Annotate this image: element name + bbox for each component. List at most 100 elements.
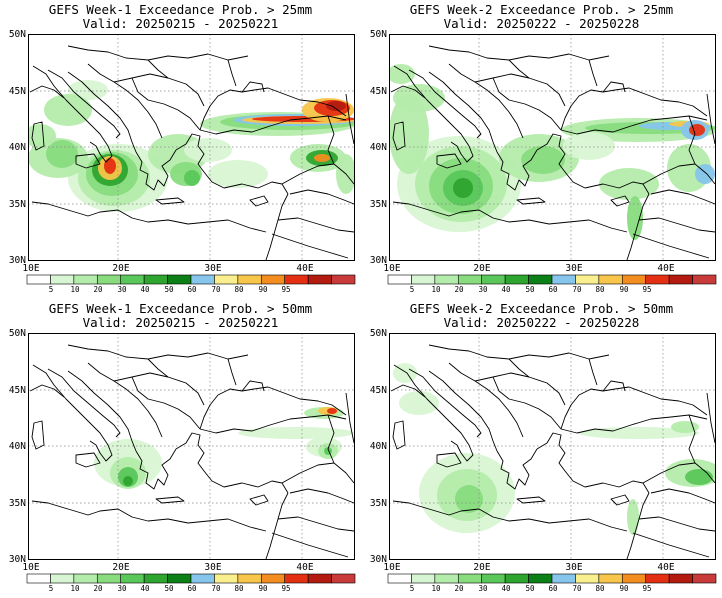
lon-label: 10E [22, 562, 40, 573]
colorbar-label: 40 [501, 285, 511, 294]
coastline [345, 93, 355, 145]
coastline [560, 414, 708, 434]
lon-label: 40E [657, 263, 675, 274]
coastline [32, 65, 113, 163]
colorbar-swatch [143, 274, 168, 285]
coastline [249, 494, 269, 506]
coastline [392, 201, 628, 233]
coastline [345, 392, 355, 444]
colorbar-swatch [284, 573, 309, 584]
coastline [638, 217, 716, 233]
coastline [393, 364, 474, 462]
colorbar-swatch [457, 573, 483, 584]
colorbar-swatch [143, 573, 168, 584]
colorbar-label: 10 [70, 584, 80, 593]
colorbar-label: 95 [281, 285, 291, 294]
colorbar-swatch [387, 274, 412, 285]
probability-contour [579, 427, 699, 439]
coastline [496, 448, 538, 490]
colorbar-label: 10 [70, 285, 80, 294]
colorbar-label: 30 [478, 285, 488, 294]
probability-contour [563, 132, 615, 160]
colorbar-label: 70 [572, 285, 582, 294]
coastline [393, 65, 474, 163]
coastline [602, 81, 626, 93]
colorbar-label: 60 [548, 584, 558, 593]
coastline [560, 87, 708, 131]
coastline [249, 195, 269, 207]
coastline [428, 71, 498, 153]
panel-valid-dates: Valid: 20250222 - 20250228 [443, 16, 640, 31]
coastline [448, 63, 524, 139]
colorbar-label: 95 [281, 584, 291, 593]
panel-week1-25mm: GEFS Week-1 Exceedance Prob. > 25mm Vali… [0, 0, 361, 299]
coastline [199, 115, 347, 135]
coastline [67, 45, 249, 61]
coastline [289, 488, 355, 504]
colorbar-swatch [645, 573, 670, 584]
coastline [155, 197, 185, 205]
coastline [199, 414, 347, 434]
coastline [516, 197, 546, 205]
colorbar-label: 20 [454, 285, 464, 294]
coastline [508, 358, 530, 378]
colorbar-label: 50 [164, 584, 174, 593]
coastline [175, 133, 225, 189]
lon-label: 10E [383, 263, 401, 274]
lon-label: 30E [204, 263, 222, 274]
lat-label: 30N [8, 255, 26, 266]
coastline [327, 115, 355, 185]
colorbar-swatch [621, 573, 647, 584]
coastline [31, 500, 267, 532]
coastline [392, 420, 406, 450]
colorbar-label: 50 [525, 584, 535, 593]
colorbar-swatch [692, 573, 717, 584]
colorbar-swatch [621, 274, 647, 285]
colorbar-label: 40 [140, 584, 150, 593]
lat-label: 45N [8, 385, 26, 396]
lat-label: 40N [8, 441, 26, 452]
coastline [408, 368, 482, 438]
coastline [281, 163, 335, 185]
lat-label: 40N [8, 142, 26, 153]
coastline [67, 344, 249, 360]
colorbar-label: 60 [187, 584, 197, 593]
colorbar-label: 10 [431, 285, 441, 294]
colorbar-swatch [575, 573, 600, 584]
lon-label: 20E [473, 562, 491, 573]
colorbar-swatch [645, 274, 670, 285]
colorbar-label: 30 [478, 584, 488, 593]
colorbar-swatch [50, 274, 75, 285]
coastline [241, 81, 265, 93]
lon-label: 20E [473, 263, 491, 274]
colorbar-swatch [26, 274, 51, 285]
coastline [492, 77, 562, 131]
lon-label: 20E [112, 562, 130, 573]
coastline [496, 149, 538, 191]
panel-title: GEFS Week-1 Exceedance Prob. > 50mm [48, 301, 313, 316]
colorbar-label: 70 [211, 584, 221, 593]
colorbar-swatch [528, 573, 553, 584]
probability-contour [389, 64, 415, 84]
colorbar-swatch [457, 274, 483, 285]
probability-contour [689, 124, 705, 136]
colorbar-swatch [307, 274, 332, 285]
colorbar-swatch [73, 573, 98, 584]
coastline [650, 488, 716, 504]
coastline [688, 414, 716, 484]
colorbar-label: 70 [572, 584, 582, 593]
coastline [227, 358, 237, 386]
lat-label: 35N [8, 498, 26, 509]
colorbar-label: 20 [454, 584, 464, 593]
panel-week1-50mm: GEFS Week-1 Exceedance Prob. > 50mm Vali… [0, 299, 361, 598]
colorbar-swatch [668, 573, 693, 584]
coastline [610, 494, 630, 506]
panel-week2-50mm: GEFS Week-2 Exceedance Prob. > 50mm Vali… [361, 299, 722, 598]
coastline [199, 87, 347, 131]
probability-contour [314, 154, 330, 162]
coastline [147, 59, 169, 79]
colorbar-swatch [434, 573, 459, 584]
colorbar-swatch [551, 573, 576, 584]
colorbar-label: 95 [642, 285, 652, 294]
colorbar-swatch [434, 274, 459, 285]
